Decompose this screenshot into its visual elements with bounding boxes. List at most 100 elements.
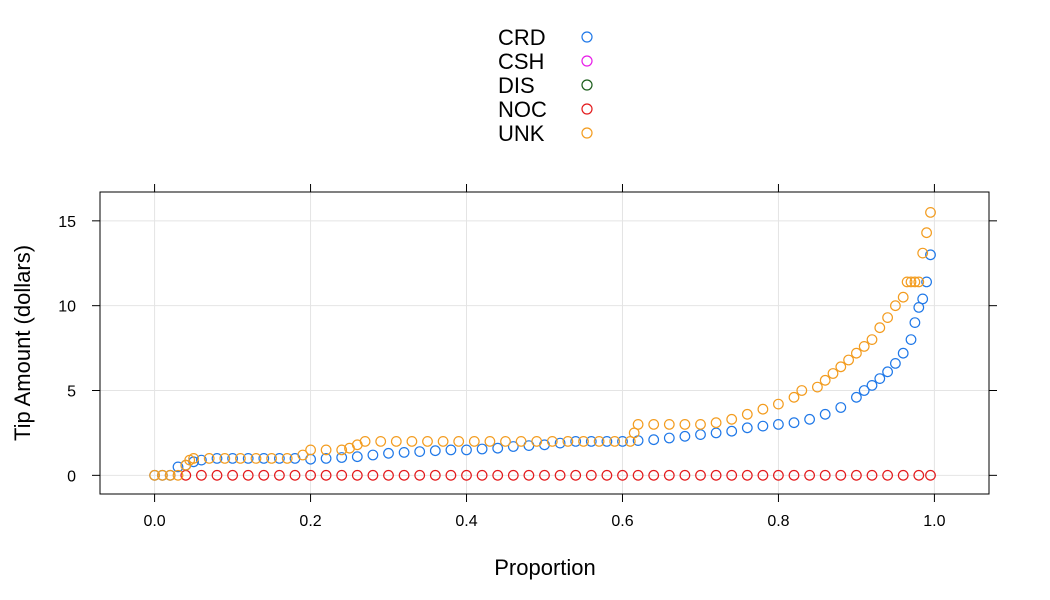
data-point-unk [741,408,753,420]
legend-label: DIS [498,73,535,98]
data-point-unk [858,341,870,352]
data-point-crd [398,447,410,458]
data-point-unk [156,469,168,481]
data-point-unk [531,436,543,447]
data-point-crd [897,347,909,359]
data-point-noc [320,469,332,481]
x-tick-label: 0.4 [455,513,477,530]
data-point-noc [539,469,550,481]
data-point-noc [195,469,207,481]
data-point-unk [219,453,231,464]
data-point-crd [835,402,847,413]
data-point-unk [874,322,886,334]
data-point-noc [679,469,691,481]
data-point-noc [554,469,566,481]
data-point-unk [913,276,925,288]
data-point-unk [266,453,278,464]
data-point-crd [858,385,870,396]
data-point-crd [925,249,936,261]
data-point-noc [663,469,675,481]
data-point-noc [523,469,535,481]
x-tick-label: 0.6 [611,513,633,530]
data-point-unk [897,291,909,303]
data-point-unk [835,361,847,373]
data-point-crd [695,429,706,441]
legend-label: CSH [498,49,544,74]
data-point-unk [827,368,839,379]
data-point-crd [227,453,239,464]
data-point-unk [757,403,769,415]
data-point-unk [925,206,936,218]
data-point-unk [710,417,722,429]
data-point-unk [812,381,823,393]
data-point-noc [305,469,317,481]
data-point-noc [461,469,472,481]
data-point-noc [258,469,270,481]
data-point-unk [917,247,929,259]
data-point-crd [414,446,426,458]
data-point-unk [905,276,917,288]
y-tick-label: 15 [58,214,76,231]
data-point-crd [274,453,285,464]
data-point-unk [422,436,433,447]
data-point-noc [741,469,753,481]
legend-marker [581,103,593,115]
data-point-unk [172,469,184,481]
data-point-noc [242,469,254,481]
data-point-noc [773,469,784,481]
data-point-crd [320,453,332,464]
data-point-unk [453,436,465,447]
data-point-noc [726,469,738,481]
data-point-unk [609,436,621,447]
data-point-unk [149,469,161,481]
data-point-unk [901,276,913,288]
data-point-crd [726,425,738,437]
x-tick-label: 0.2 [299,513,321,530]
data-point-crd [679,430,691,442]
data-point-crd [741,422,753,434]
data-point-crd [773,419,784,430]
data-point-unk [250,453,262,464]
data-point-crd [445,444,457,456]
data-point-unk [695,419,706,430]
legend-label: CRD [498,25,546,50]
data-point-noc [913,469,925,481]
data-point-crd [866,380,878,391]
data-point-crd [367,449,379,461]
data-point-noc [492,469,504,481]
x-tick-label: 0.8 [767,513,789,530]
data-point-unk [843,354,854,366]
data-point-crd [909,317,921,329]
data-point-unk [866,334,878,346]
data-point-unk [562,436,574,447]
data-point-noc [211,469,223,481]
data-point-unk [320,444,332,456]
legend-marker [581,79,593,91]
data-point-noc [819,469,831,481]
data-point-crd [648,434,660,446]
data-point-crd [258,453,270,464]
data-point-crd [882,366,893,378]
data-point-unk [773,398,784,410]
data-point-crd [336,452,348,463]
data-point-unk [679,419,691,430]
data-point-unk [164,469,176,481]
data-point-crd [757,420,769,432]
data-point-crd [554,437,566,449]
data-point-crd [429,445,441,457]
data-point-noc [227,469,239,481]
data-point-crd [570,436,582,447]
data-point-unk [515,436,527,447]
y-tick-label: 10 [58,299,76,316]
data-point-noc [851,469,862,481]
data-point-unk [188,453,200,464]
data-point-noc [882,469,893,481]
legend-label: NOC [498,97,547,122]
data-point-noc [507,469,519,481]
grid [100,192,989,494]
data-point-noc [757,469,769,481]
data-point-crd [804,413,815,425]
data-point-unk [359,436,371,447]
data-point-noc [601,469,613,481]
